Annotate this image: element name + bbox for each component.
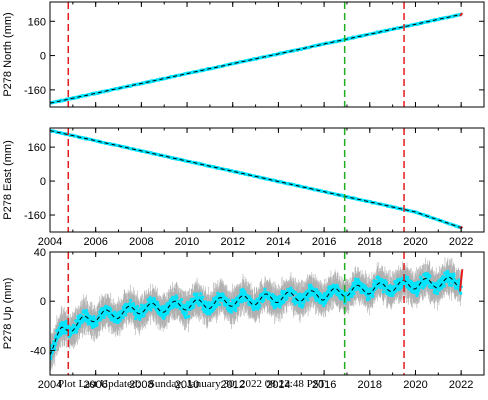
x-tick-label: 2016 (312, 236, 336, 248)
axis-ticks (49, 128, 485, 232)
plot-area (50, 128, 463, 232)
x-tick-label: 2018 (358, 236, 382, 248)
plot-area (50, 252, 464, 375)
y-tick-label: -160 (24, 210, 46, 222)
y-tick-label: 160 (28, 142, 46, 154)
panel-1: -160 0 160 P278 North (mm) (2, 1, 485, 108)
x-tick-label: 2006 (83, 236, 107, 248)
model-curve (50, 130, 462, 229)
plot-area (50, 2, 464, 107)
model-curve (50, 13, 462, 104)
panel-2: 2004 2006 2008 2010 2012 2014 2016 2018 2020 2022… (2, 127, 485, 248)
y-tick-label: 0 (40, 51, 46, 63)
panel-3: 2004 2006 2008 2010 2012 2014 2016 2018 2020 2022… (2, 247, 485, 391)
x-tick-label: 2008 (129, 236, 153, 248)
data-points (50, 129, 463, 230)
x-tick-label: 2010 (175, 236, 199, 248)
plot-frame (49, 127, 485, 233)
x-tick-label: 2020 (403, 236, 427, 248)
x-tick-label: 2022 (449, 236, 473, 248)
x-tick-label: 2004 (38, 236, 62, 248)
axis-ticks (49, 2, 485, 107)
y-tick-label: -160 (24, 85, 46, 97)
plot-frame (49, 1, 485, 108)
y-tick-label: 0 (40, 176, 46, 188)
y-axis-label: P278 East (mm) (2, 140, 14, 219)
y-axis-label: P278 North (mm) (2, 12, 14, 96)
y-tick-label: 160 (28, 16, 46, 28)
recent-offset-mark (459, 12, 464, 17)
x-tick-label: 2014 (266, 236, 290, 248)
x-tick-label: 2012 (220, 236, 244, 248)
